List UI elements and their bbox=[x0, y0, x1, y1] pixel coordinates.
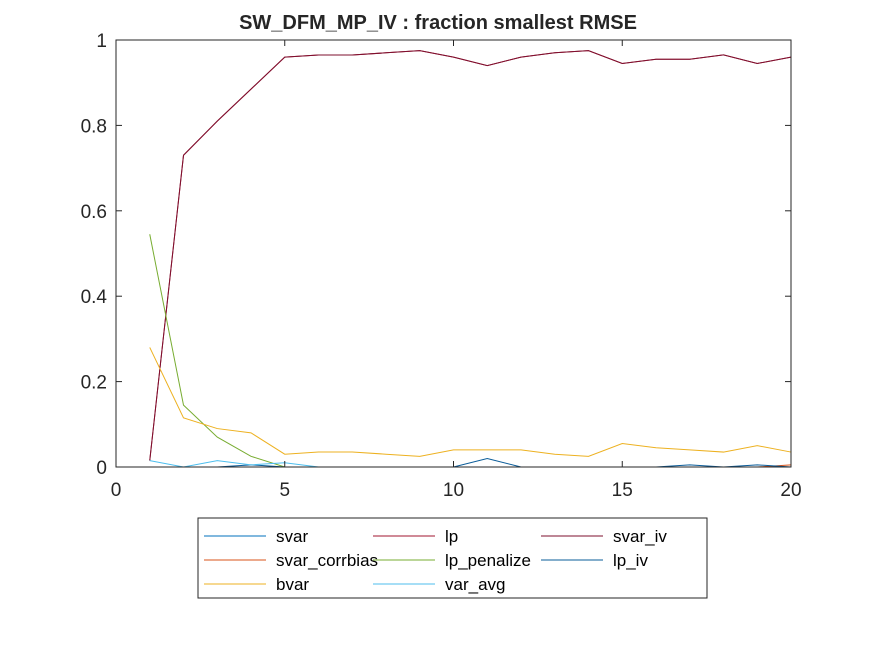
legend-label-var-avg: var_avg bbox=[445, 575, 505, 594]
legend-label-svar: svar bbox=[276, 527, 308, 546]
x-tick-label: 20 bbox=[780, 480, 801, 501]
axes-background bbox=[116, 40, 791, 467]
x-tick-label: 10 bbox=[443, 480, 464, 501]
legend-label-lp: lp bbox=[445, 527, 458, 546]
legend-label-svar-iv: svar_iv bbox=[613, 527, 667, 546]
chart-title: SW_DFM_MP_IV : fraction smallest RMSE bbox=[239, 12, 637, 34]
x-tick-label: 0 bbox=[111, 480, 122, 501]
x-tick-label: 15 bbox=[612, 480, 633, 501]
legend-label-lp-penalize: lp_penalize bbox=[445, 551, 531, 570]
axes: 0 5 10 15 20 0 0.2 0.4 0.6 0.8 1 bbox=[81, 31, 802, 501]
legend-label-svar-corrbias: svar_corrbias bbox=[276, 551, 378, 570]
x-tick-label: 5 bbox=[279, 480, 290, 501]
legend-label-bvar: bvar bbox=[276, 575, 309, 594]
legend: svar lp svar_iv svar_corrbias lp_penalize lp_… bbox=[197, 517, 708, 599]
legend-box bbox=[197, 517, 708, 599]
y-tick-label: 1 bbox=[96, 31, 107, 52]
plot-area bbox=[116, 40, 792, 468]
legend-label-lp-iv: lp_iv bbox=[613, 551, 648, 570]
y-tick-label: 0.4 bbox=[81, 287, 108, 308]
series-line-bvar bbox=[149, 347, 792, 457]
y-tick-label: 0.6 bbox=[81, 202, 107, 223]
y-tick-label: 0 bbox=[96, 458, 107, 479]
series-line-lp-iv bbox=[149, 457, 792, 468]
y-tick-label: 0.2 bbox=[81, 373, 107, 394]
series-line-svar-iv bbox=[149, 50, 792, 461]
y-tick-label: 0.8 bbox=[81, 116, 107, 137]
